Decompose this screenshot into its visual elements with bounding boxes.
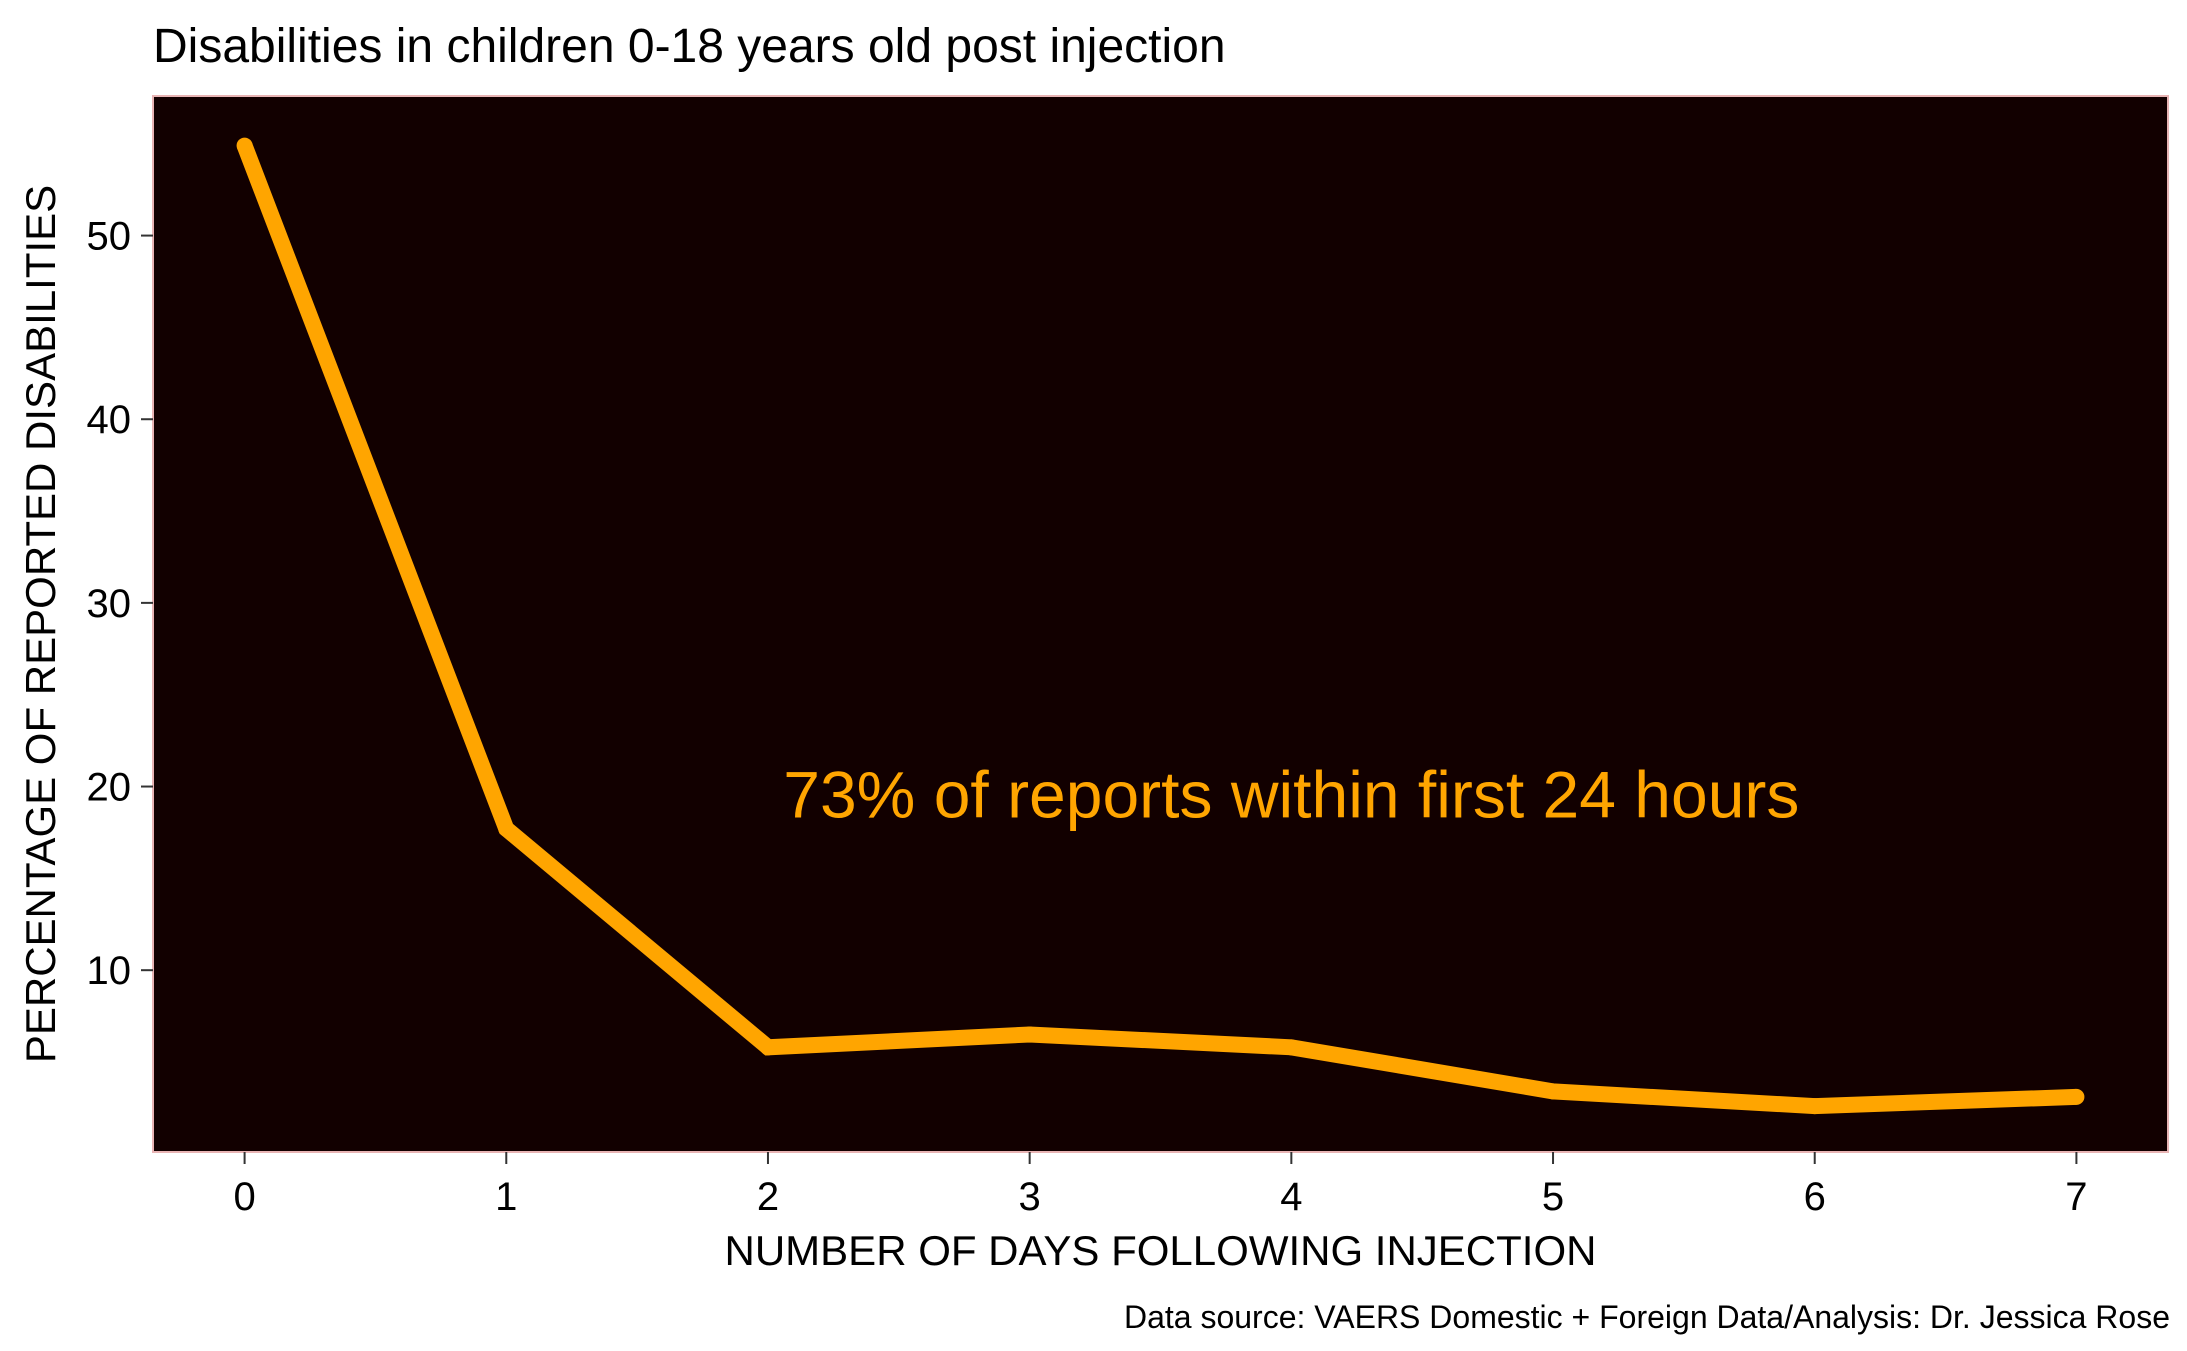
x-tick-label: 1 xyxy=(495,1175,517,1219)
x-tick-label: 5 xyxy=(1542,1175,1564,1219)
y-tick-label: 40 xyxy=(87,398,132,442)
x-tick-label: 4 xyxy=(1280,1175,1302,1219)
y-axis: 10 20 30 40 50 xyxy=(87,215,153,993)
chart-annotation: 73% of reports within first 24 hours xyxy=(783,758,1799,832)
data-points xyxy=(236,137,2085,1115)
y-tick-label: 30 xyxy=(87,582,132,626)
data-point xyxy=(1806,1098,1823,1115)
data-point xyxy=(2068,1088,2085,1105)
x-tick-label: 0 xyxy=(233,1175,255,1219)
data-point xyxy=(759,1039,776,1056)
data-point xyxy=(1283,1039,1300,1056)
series-line xyxy=(237,142,2077,1115)
data-point xyxy=(236,137,253,154)
x-tick-label: 7 xyxy=(2065,1175,2087,1219)
chart-title: Disabilities in children 0-18 years old … xyxy=(153,20,1226,73)
plot-panel xyxy=(152,95,2169,1153)
x-axis: 0 1 2 3 4 5 6 7 xyxy=(233,1152,2088,1219)
x-tick-label: 3 xyxy=(1019,1175,1041,1219)
y-tick-label: 10 xyxy=(87,949,132,993)
y-tick-label: 50 xyxy=(87,215,132,259)
data-point xyxy=(498,820,515,837)
data-point xyxy=(1545,1083,1562,1100)
chart-caption: Data source: VAERS Domestic + Foreign Da… xyxy=(1124,1299,2170,1335)
data-point xyxy=(1021,1026,1038,1043)
x-tick-label: 2 xyxy=(757,1175,779,1219)
x-axis-title: NUMBER OF DAYS FOLLOWING INJECTION xyxy=(725,1227,1597,1274)
y-axis-title: PERCENTAGE OF REPORTED DISABILITIES xyxy=(17,185,64,1063)
y-tick-label: 20 xyxy=(87,766,132,810)
x-tick-label: 6 xyxy=(1804,1175,1826,1219)
